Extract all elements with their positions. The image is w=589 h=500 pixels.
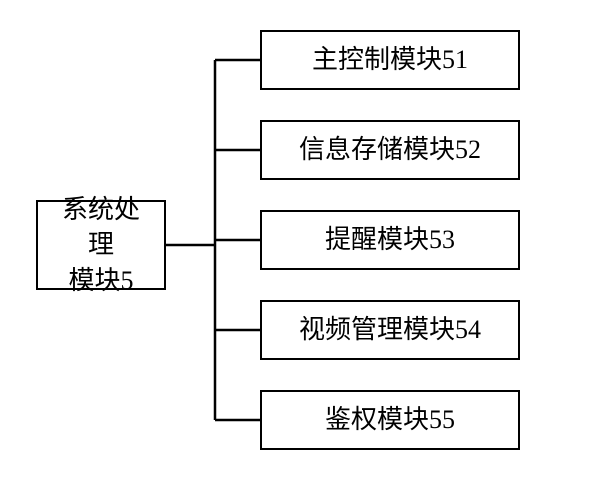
root-module-label: 系统处理 模块5 [52,192,150,297]
child-module-label: 提醒模块53 [325,224,455,255]
child-module-label: 主控制模块51 [312,44,468,75]
child-module-box: 主控制模块51 [260,30,520,90]
child-module-box: 视频管理模块54 [260,300,520,360]
child-module-box: 提醒模块53 [260,210,520,270]
root-label-line2: 模块5 [68,266,133,295]
root-module-box: 系统处理 模块5 [36,200,166,290]
child-module-box: 鉴权模块55 [260,390,520,450]
child-module-label: 视频管理模块54 [299,314,481,345]
child-module-box: 信息存储模块52 [260,120,520,180]
child-module-label: 鉴权模块55 [325,404,455,435]
child-module-label: 信息存储模块52 [299,134,481,165]
root-label-line1: 系统处理 [62,195,140,259]
